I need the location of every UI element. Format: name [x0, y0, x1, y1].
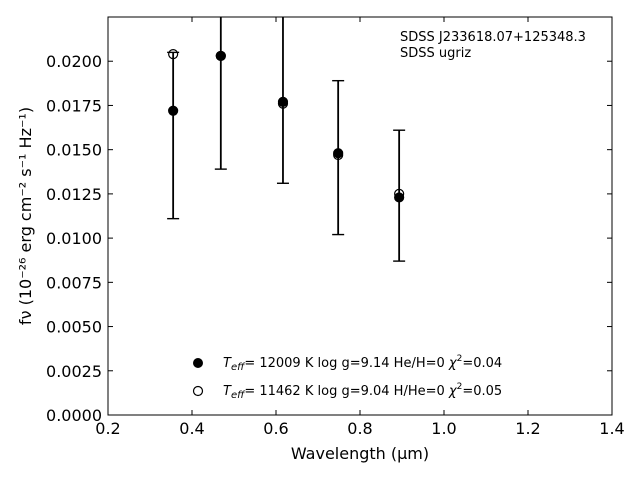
x-tick-label: 0.8 [347, 419, 372, 438]
x-tick-label: 1.2 [515, 419, 540, 438]
data-point-filled [168, 105, 179, 116]
x-tick-label: 0.4 [179, 419, 204, 438]
data-markers [168, 49, 405, 203]
x-axis: 0.2 0.4 0.6 0.8 1.0 1.2 1.4 [95, 17, 625, 438]
y-tick-label: 0.0175 [46, 96, 102, 115]
data-point-open [168, 49, 179, 60]
plot-area [107, 16, 613, 416]
legend: Teff= 12009 K log g=9.14 He/H=0 χ2=0.04 … [192, 354, 502, 401]
x-axis-label: Wavelength (μm) [291, 444, 429, 463]
x-tick-label: 0.2 [95, 419, 120, 438]
y-axis: 0.0000 0.0025 0.0050 0.0075 0.0100 0.0125 0.01… [46, 52, 612, 425]
annotation-object-name: SDSS J233618.07+125348.3 [400, 30, 586, 45]
x-tick-label: 0.6 [263, 419, 288, 438]
legend-label-0: Teff= 12009 K log g=9.14 He/H=0 χ2=0.04 [223, 354, 502, 373]
y-tick-label: 0.0050 [46, 318, 102, 337]
data-point-filled [215, 50, 226, 62]
x-tick-label: 1.4 [599, 419, 624, 438]
y-tick-label: 0.0075 [46, 273, 102, 292]
data-point-filled [333, 148, 344, 159]
y-axis-label: fν (10⁻²⁶ erg cm⁻² s⁻¹ Hz⁻¹) [16, 107, 35, 325]
y-tick-label: 0.0100 [46, 229, 102, 248]
y-tick-label: 0.0025 [46, 362, 102, 381]
error-bars [167, 17, 406, 262]
legend-label-1: Teff= 11462 K log g=9.04 H/He=0 χ2=0.05 [223, 382, 502, 401]
data-point-filled [277, 96, 289, 108]
y-tick-label: 0.0150 [46, 141, 102, 160]
y-tick-label: 0.0200 [46, 52, 102, 71]
annotation-filter-set: SDSS ugriz [400, 46, 471, 61]
y-tick-label: 0.0125 [46, 185, 102, 204]
x-tick-label: 1.0 [431, 419, 456, 438]
data-point-filled [394, 192, 405, 203]
legend-marker-filled [193, 358, 203, 368]
legend-marker-open [192, 385, 204, 397]
y-tick-label: 0.0000 [46, 406, 102, 425]
